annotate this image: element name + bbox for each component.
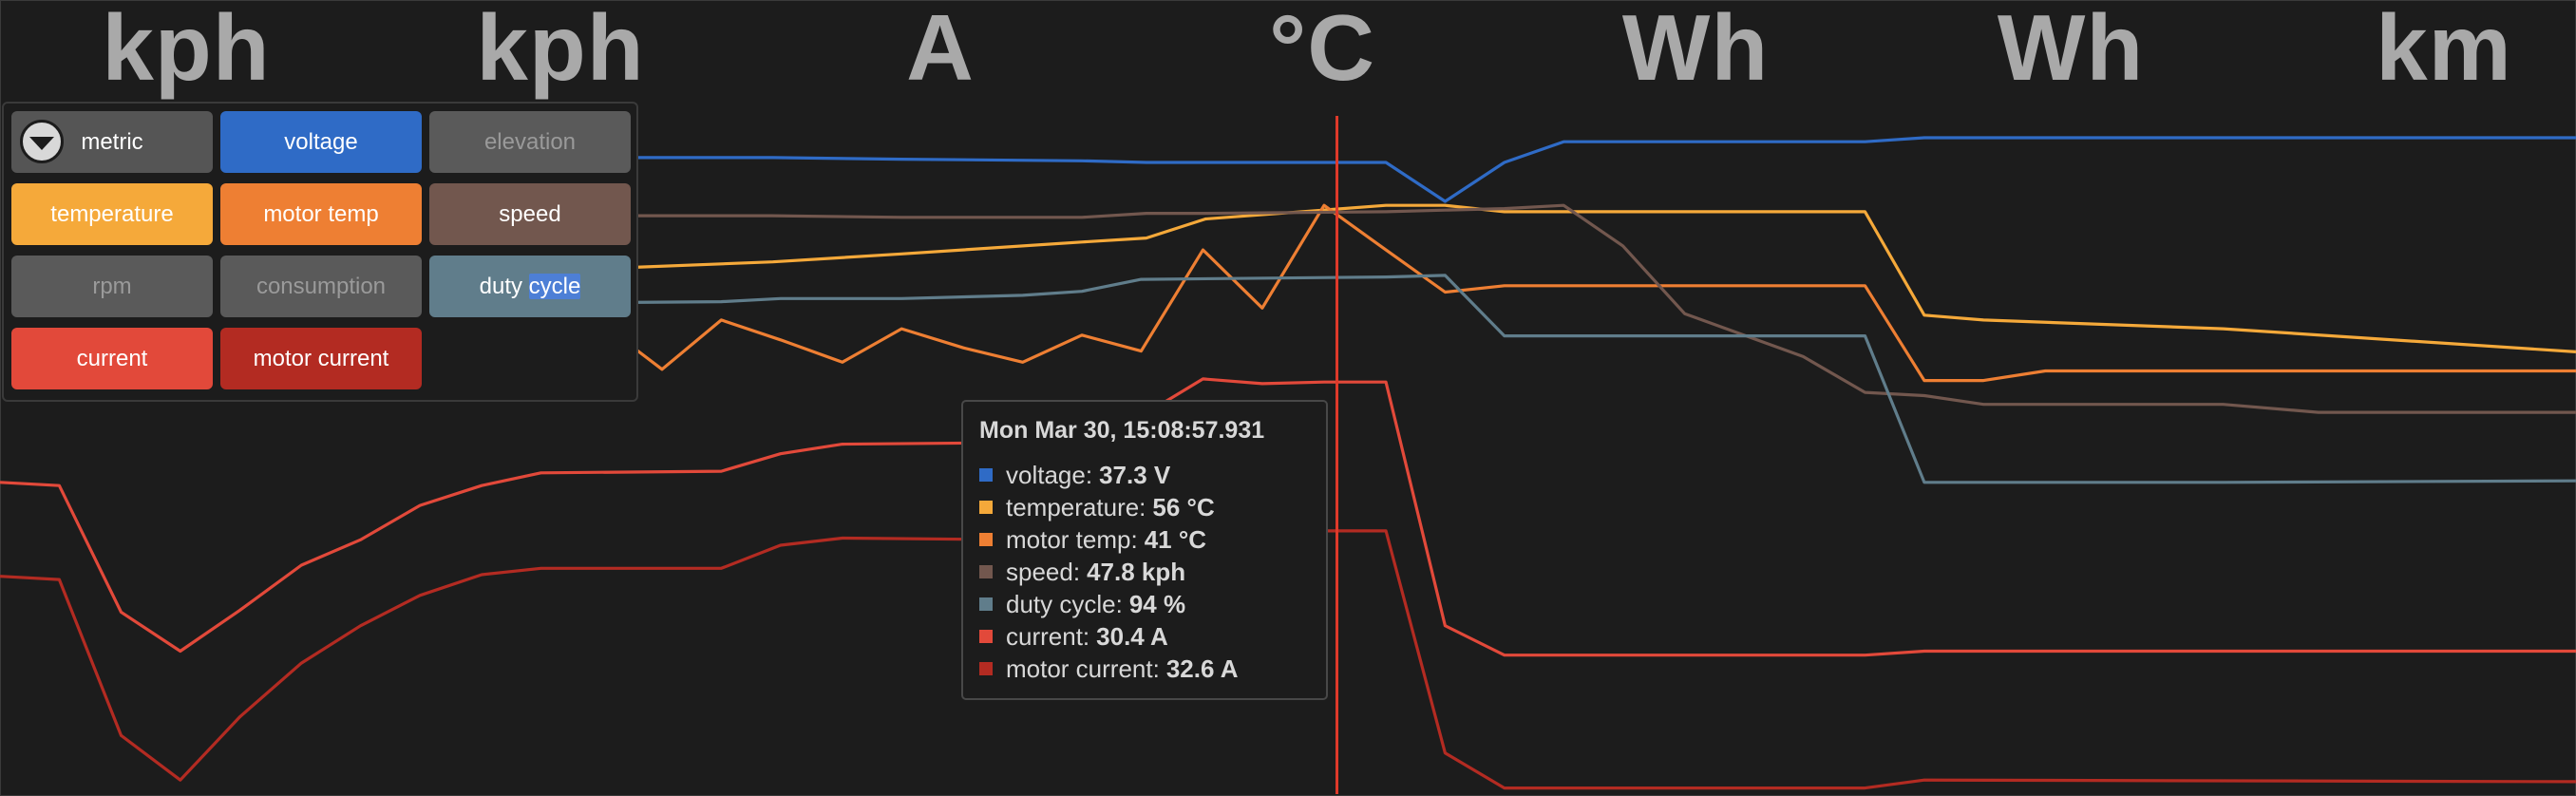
series-swatch (979, 468, 993, 482)
legend-label: consumption (256, 273, 387, 299)
legend-label: voltage (284, 128, 358, 155)
legend-label: current (76, 345, 148, 371)
tooltip-timestamp: Mon Mar 30, 15:08:57.931 (979, 417, 1265, 444)
selected-text: cycle (528, 273, 581, 299)
legend-toggle-motor-current[interactable]: motor current (220, 328, 422, 389)
series-swatch (979, 501, 993, 514)
legend-toggle-elevation[interactable]: elevation (429, 111, 631, 173)
legend-toggle-temperature[interactable]: temperature (11, 183, 213, 245)
legend-label: temperature (50, 200, 174, 227)
tooltip-row-duty-cycle: duty cycle: 94 % (979, 588, 1326, 620)
legend-toggle-current[interactable]: current (11, 328, 213, 389)
series-line-current (0, 377, 2576, 657)
series-swatch (979, 565, 993, 578)
series-line-motor-current (0, 529, 2576, 790)
series-swatch (979, 533, 993, 546)
legend-label: metric (81, 128, 143, 155)
unit-label: kph (102, 0, 271, 100)
legend-toggle-speed[interactable]: speed (429, 183, 631, 245)
series-swatch (979, 662, 993, 675)
legend-label: rpm (92, 273, 132, 299)
tooltip-row-motor-current: motor current: 32.6 A (979, 653, 1326, 685)
tooltip-row-temperature: temperature: 56 °C (979, 491, 1326, 523)
legend-toggle-rpm[interactable]: rpm (11, 256, 213, 317)
series-swatch (979, 597, 993, 611)
legend-label: speed (499, 200, 561, 227)
unit-label: A (906, 0, 975, 100)
tooltip-row-voltage: voltage: 37.3 V (979, 459, 1326, 491)
series-swatch (979, 630, 993, 643)
legend-label: motor temp (263, 200, 379, 227)
series-line-voltage (628, 136, 2576, 203)
unit-label: Wh (1997, 0, 2145, 100)
hover-tooltip: Mon Mar 30, 15:08:57.931 voltage: 37.3 V … (961, 400, 1328, 700)
legend-toggle-voltage[interactable]: voltage (220, 111, 422, 173)
legend-toggle-duty-cycle[interactable]: duty cycle (429, 256, 631, 317)
legend-toggle-motor-temp[interactable]: motor temp (220, 183, 422, 245)
unit-label: °C (1269, 0, 1375, 100)
legend-label: duty cycle (479, 273, 581, 299)
tooltip-row-current: current: 30.4 A (979, 620, 1326, 653)
legend-toggle-metric[interactable]: metric (11, 111, 213, 173)
tooltip-row-speed: speed: 47.8 kph (979, 556, 1326, 588)
series-line-speed (628, 203, 2576, 414)
unit-label: Wh (1621, 0, 1770, 100)
legend-label: elevation (483, 128, 577, 155)
unit-label: km (2376, 0, 2512, 100)
legend-label: motor current (253, 345, 389, 371)
tooltip-row-motor-temp: motor temp: 41 °C (979, 523, 1326, 556)
legend-toggle-consumption[interactable]: consumption (220, 256, 422, 317)
chevron-down-circle-icon[interactable] (20, 120, 64, 163)
unit-label: kph (476, 0, 645, 100)
series-layer (0, 136, 2576, 790)
series-legend: metric voltage elevation temperature mot… (2, 102, 638, 402)
series-line-motor-temp (627, 203, 2576, 383)
series-line-temperature (628, 203, 2576, 353)
series-line-duty-cycle (628, 274, 2576, 484)
